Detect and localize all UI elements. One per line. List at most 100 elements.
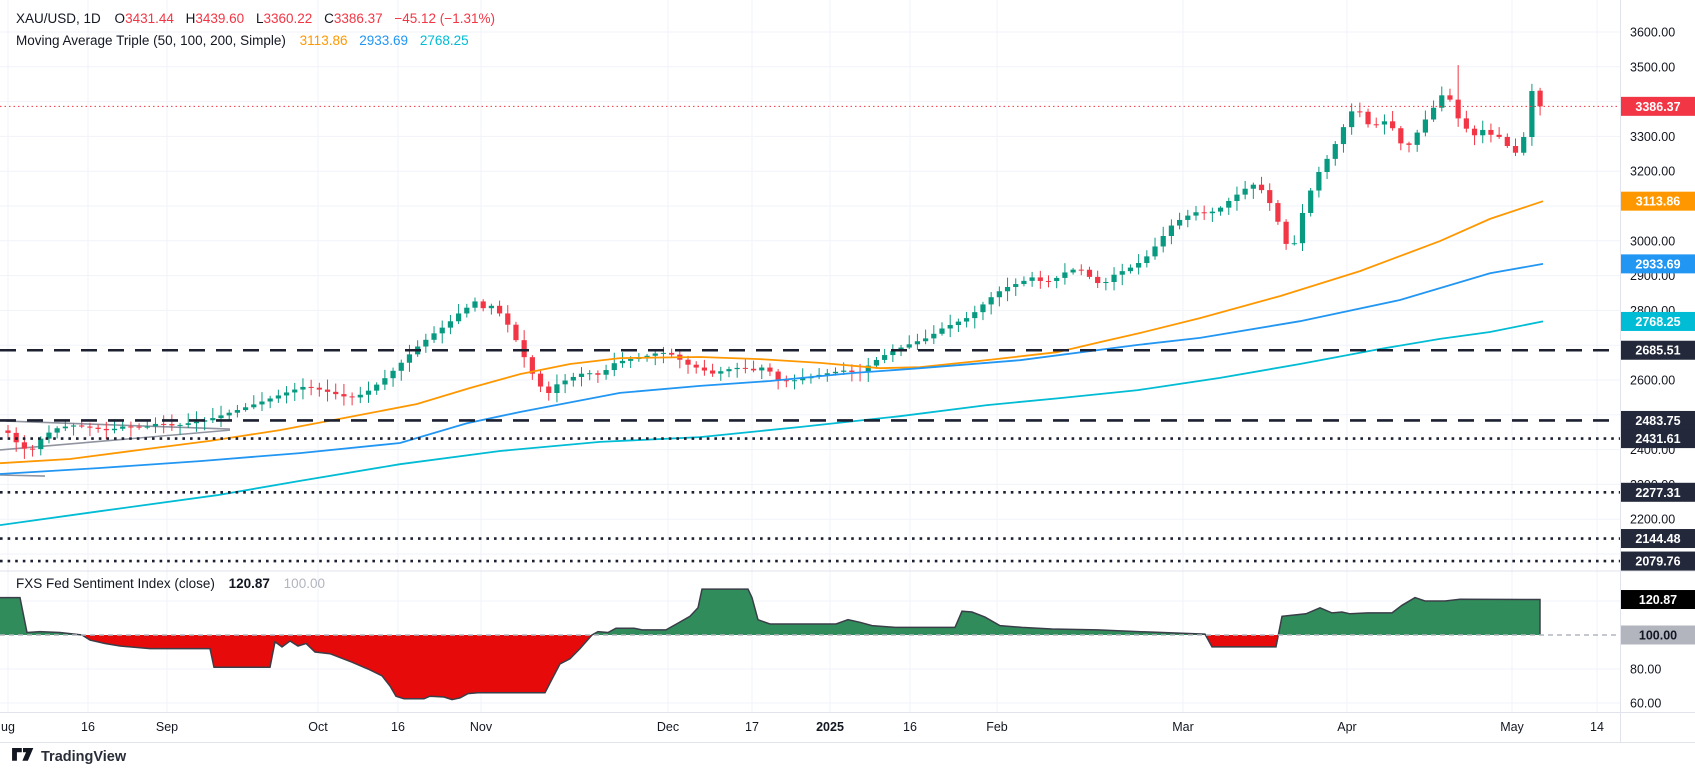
candle — [456, 303, 462, 325]
ma-legend-row[interactable]: Moving Average Triple (50, 100, 200, Sim… — [16, 30, 495, 52]
candle — [914, 333, 921, 350]
candle — [423, 333, 429, 353]
candle — [365, 381, 372, 403]
axis-value-badge: 100.00 — [1621, 625, 1695, 645]
time-tick-label: Dec — [657, 720, 679, 734]
close-value: 3386.37 — [333, 11, 383, 26]
candle — [1283, 219, 1289, 250]
candle — [800, 368, 806, 385]
svg-text:2079.76: 2079.76 — [1635, 555, 1680, 569]
time-tick-label: Mar — [1172, 720, 1194, 734]
price-tick-label: 3300.00 — [1630, 130, 1675, 144]
sentiment-area-positive — [0, 589, 1540, 635]
sentiment-outline — [0, 588, 1541, 701]
candle — [1291, 235, 1297, 246]
candle — [783, 375, 789, 388]
candle — [1144, 250, 1150, 268]
candle — [1316, 166, 1322, 198]
candle — [382, 369, 388, 390]
candle — [791, 374, 798, 390]
time-tick-label: 16 — [391, 720, 405, 734]
candle — [808, 373, 814, 384]
candle — [1193, 205, 1199, 221]
candle — [1013, 278, 1019, 297]
candle — [931, 325, 937, 345]
candle — [1119, 263, 1125, 286]
candle — [324, 379, 331, 402]
candle — [1152, 237, 1158, 260]
high-value: 3439.60 — [195, 11, 245, 26]
candle — [480, 299, 486, 312]
chart-legend[interactable]: XAU/USD, 1D O3431.44 H3439.60 L3360.22 C… — [16, 8, 495, 52]
candle — [1168, 219, 1175, 245]
candle — [169, 414, 175, 431]
time-tick-label: Sep — [156, 720, 178, 734]
candle — [415, 340, 421, 357]
candle — [1176, 212, 1183, 230]
candle — [1422, 110, 1428, 137]
candle — [1332, 141, 1338, 166]
sentiment-baseline-value: 100.00 — [283, 576, 325, 591]
candle — [1062, 263, 1068, 285]
candle — [939, 322, 945, 336]
candle — [734, 362, 740, 378]
tradingview-attribution[interactable]: TradingView — [12, 748, 126, 765]
candle — [242, 403, 249, 412]
time-tick-label: 16 — [81, 720, 95, 734]
candle — [1209, 207, 1215, 222]
candle — [701, 359, 708, 376]
price-tick-label: 2200.00 — [1630, 513, 1675, 527]
candle — [398, 359, 404, 381]
price-tick-label: 3000.00 — [1630, 234, 1675, 248]
candle — [1447, 88, 1453, 102]
open-label: O — [114, 11, 126, 26]
candle — [1185, 209, 1191, 228]
candle — [988, 291, 994, 315]
candle — [1529, 83, 1535, 146]
candle — [693, 361, 699, 374]
ma-line-100 — [0, 263, 1544, 475]
axis-value-badge: 3113.86 — [1621, 191, 1695, 211]
candle — [1308, 187, 1314, 217]
axis-value-badge: 2144.48 — [1621, 529, 1695, 549]
candle — [1414, 129, 1420, 152]
candle — [1537, 87, 1543, 116]
candle — [62, 419, 68, 432]
candle — [816, 368, 822, 380]
candle — [1054, 276, 1060, 289]
candle — [128, 421, 134, 437]
sentiment-indicator-title: FXS Fed Sentiment Index (close) — [16, 576, 215, 591]
sentiment-tick-label: 60.00 — [1630, 697, 1661, 711]
candle — [300, 378, 306, 400]
axis-value-badge: 120.87 — [1621, 590, 1695, 610]
candle — [923, 329, 929, 345]
sentiment-legend-row[interactable]: FXS Fed Sentiment Index (close) 120.87 1… — [16, 576, 325, 591]
low-value: 3360.22 — [263, 11, 313, 26]
candle — [1430, 100, 1437, 122]
svg-text:2685.51: 2685.51 — [1635, 344, 1680, 358]
candle — [136, 423, 142, 430]
axis-value-badge: 2277.31 — [1621, 482, 1695, 502]
candle — [554, 374, 560, 403]
symbol-legend-row[interactable]: XAU/USD, 1D O3431.44 H3439.60 L3360.22 C… — [16, 8, 495, 30]
candle — [103, 421, 109, 440]
candle — [472, 297, 478, 312]
candle — [275, 389, 281, 403]
candle — [210, 407, 216, 424]
candle — [267, 395, 273, 409]
candle — [120, 420, 126, 431]
axis-value-badge: 2079.76 — [1621, 551, 1695, 571]
candle — [537, 370, 544, 393]
candle — [1340, 124, 1347, 153]
candle — [955, 318, 961, 333]
time-scale[interactable]: ug 16 Sep Oct 16 Nov Dec 17 2025 16 Feb Mar Apr May 14 — [0, 712, 1695, 742]
panel-separators — [0, 0, 1695, 743]
candle — [185, 413, 191, 429]
candle — [513, 321, 519, 342]
candle — [259, 392, 265, 412]
ma200-value: 2768.25 — [419, 33, 469, 48]
candle — [1004, 277, 1011, 302]
candle — [595, 370, 601, 383]
candle — [406, 344, 413, 372]
